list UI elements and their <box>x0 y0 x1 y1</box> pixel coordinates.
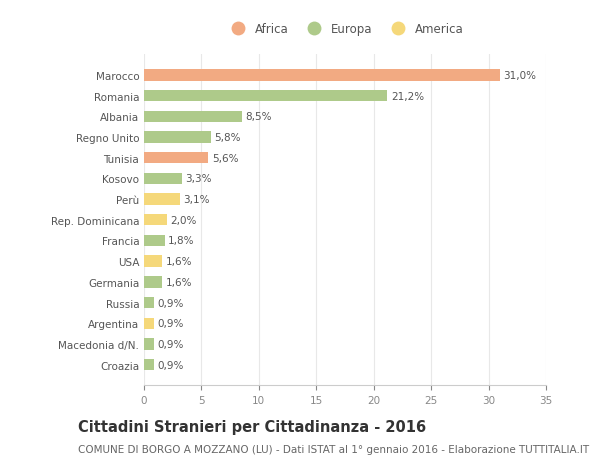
Text: COMUNE DI BORGO A MOZZANO (LU) - Dati ISTAT al 1° gennaio 2016 - Elaborazione TU: COMUNE DI BORGO A MOZZANO (LU) - Dati IS… <box>78 444 589 454</box>
Text: 0,9%: 0,9% <box>158 319 184 329</box>
Text: 5,6%: 5,6% <box>212 153 238 163</box>
Text: 1,6%: 1,6% <box>166 257 193 267</box>
Bar <box>144 318 154 329</box>
Bar <box>144 153 208 164</box>
Bar <box>144 91 388 102</box>
Text: 1,6%: 1,6% <box>166 277 193 287</box>
Text: 21,2%: 21,2% <box>391 91 424 101</box>
Bar <box>144 215 167 226</box>
Text: 3,1%: 3,1% <box>183 195 209 205</box>
Legend: Africa, Europa, America: Africa, Europa, America <box>221 18 469 40</box>
Bar <box>144 297 154 308</box>
Text: 3,3%: 3,3% <box>185 174 212 184</box>
Bar <box>144 194 179 205</box>
Bar <box>144 112 242 123</box>
Text: 31,0%: 31,0% <box>503 71 536 81</box>
Text: 5,8%: 5,8% <box>214 133 241 143</box>
Bar <box>144 339 154 350</box>
Text: 0,9%: 0,9% <box>158 298 184 308</box>
Text: 0,9%: 0,9% <box>158 339 184 349</box>
Bar <box>144 359 154 370</box>
Bar <box>144 70 500 81</box>
Bar <box>144 235 164 246</box>
Bar <box>144 277 163 288</box>
Text: 1,8%: 1,8% <box>168 236 194 246</box>
Text: 2,0%: 2,0% <box>170 215 197 225</box>
Text: Cittadini Stranieri per Cittadinanza - 2016: Cittadini Stranieri per Cittadinanza - 2… <box>78 419 426 434</box>
Bar <box>144 256 163 267</box>
Text: 8,5%: 8,5% <box>245 112 272 122</box>
Text: 0,9%: 0,9% <box>158 360 184 370</box>
Bar <box>144 132 211 143</box>
Bar <box>144 174 182 185</box>
